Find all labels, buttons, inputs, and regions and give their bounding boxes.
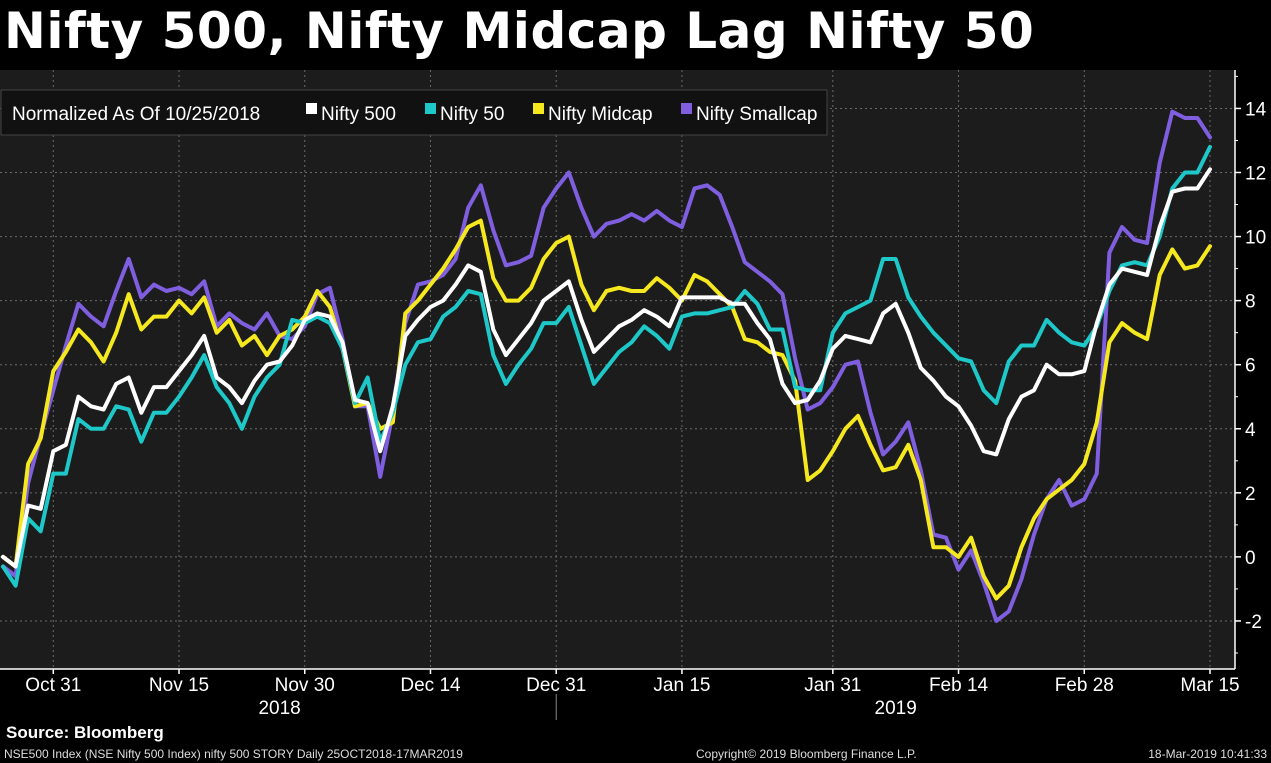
legend: Normalized As Of 10/25/2018 Nifty 500 Ni… [0, 89, 828, 136]
series-line-smallcap [1, 109, 1212, 623]
x-tick-label: Feb 28 [1055, 675, 1114, 696]
legend-swatch-midcap [533, 103, 544, 114]
y-tick-label: 4 [1245, 420, 1256, 441]
x-tick-label: Jan 31 [804, 675, 861, 696]
series-line-nifty500 [1, 167, 1212, 569]
legend-label-nifty50: Nifty 50 [440, 104, 504, 125]
y-tick-label: 6 [1245, 356, 1256, 377]
y-tick-label: 12 [1245, 164, 1266, 185]
legend-swatch-nifty50 [425, 103, 436, 114]
y-tick-label: 0 [1245, 548, 1256, 569]
x-tick-label: Feb 14 [929, 675, 989, 696]
y-tick-label: 8 [1245, 292, 1256, 313]
y-tick-label: -2 [1245, 612, 1262, 633]
x-tick-label: Dec 31 [526, 675, 586, 696]
x-axis-ticks: Oct 31 Nov 15 Nov 30 Dec 14 Dec 31 Jan 15 Jan … [25, 669, 1240, 696]
page-title: Nifty 500, Nifty Midcap Lag Nifty 50 [4, 2, 1035, 60]
x-tick-label: Nov 15 [149, 675, 209, 696]
x-tick-label: Nov 30 [275, 675, 335, 696]
plot-area [0, 70, 1235, 669]
series-line-nifty50 [1, 144, 1212, 588]
y-tick-label: 2 [1245, 484, 1256, 505]
footer-ticker-info: NSE500 Index (NSE Nifty 500 Index) nifty… [4, 747, 463, 761]
year-label-2018: 2018 [258, 698, 300, 719]
legend-swatch-nifty500 [306, 103, 317, 114]
legend-label-nifty500: Nifty 500 [321, 104, 396, 125]
x-tick-label: Oct 31 [25, 675, 81, 696]
x-tick-label: Mar 15 [1180, 675, 1239, 696]
line-chart: 14 12 10 8 6 4 2 0 -2 Oct 31 Nov 15 Nov 30 Dec 14 De… [0, 70, 1267, 720]
legend-label-midcap: Nifty Midcap [548, 104, 653, 125]
footer-copyright: Copyright© 2019 Bloomberg Finance L.P. [696, 747, 917, 761]
y-tick-label: 14 [1245, 99, 1267, 120]
footer-timestamp: 18-Mar-2019 10:41:33 [1148, 747, 1267, 761]
y-axis-ticks: 14 12 10 8 6 4 2 0 -2 [1235, 75, 1267, 654]
y-tick-label: 10 [1245, 228, 1266, 249]
source-label: Source: Bloomberg [6, 723, 164, 742]
year-label-2019: 2019 [875, 698, 917, 719]
legend-swatch-smallcap [681, 103, 692, 114]
series-lines [1, 109, 1212, 623]
legend-label-smallcap: Nifty Smallcap [696, 104, 817, 125]
x-tick-label: Dec 14 [400, 675, 461, 696]
series-line-midcap [1, 218, 1212, 601]
legend-title: Normalized As Of 10/25/2018 [12, 104, 260, 125]
x-tick-label: Jan 15 [653, 675, 710, 696]
